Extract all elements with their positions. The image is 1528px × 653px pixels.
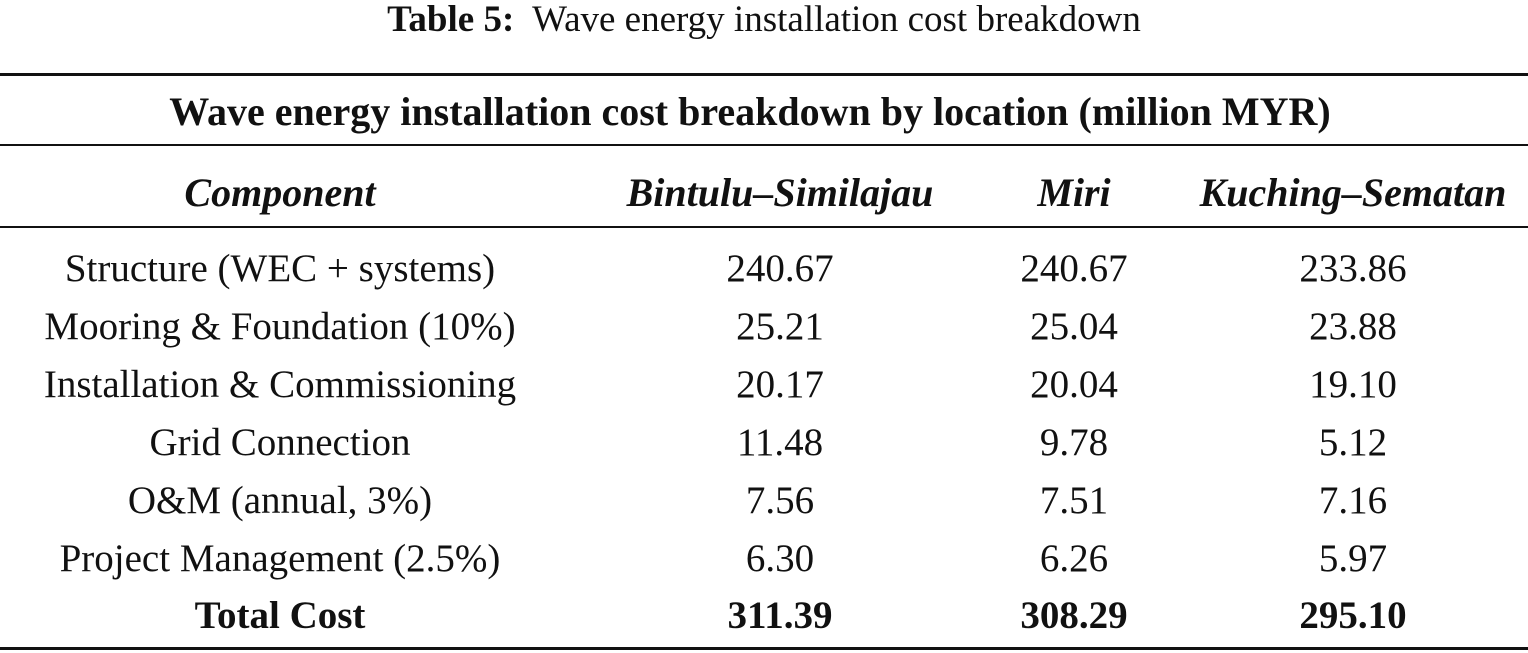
table-row: O&M (annual, 3%) 7.56 7.51 7.16 [0, 472, 1528, 530]
value-cell: 240.67 [1020, 247, 1128, 290]
header-kuching-sematan: Kuching–Sematan [1199, 170, 1507, 215]
table-row: Grid Connection 11.48 9.78 5.12 [0, 414, 1528, 472]
total-value: 311.39 [727, 594, 833, 637]
value-cell: 25.04 [1030, 305, 1118, 348]
value-cell: 19.10 [1309, 363, 1397, 406]
value-cell: 233.86 [1299, 247, 1407, 290]
table-row: Mooring & Foundation (10%) 25.21 25.04 2… [0, 298, 1528, 356]
value-cell: 11.48 [736, 421, 824, 464]
component-cell: Installation & Commissioning [43, 363, 517, 406]
table-row: Project Management (2.5%) 6.30 6.26 5.97 [0, 530, 1528, 588]
component-cell: Grid Connection [149, 421, 411, 464]
value-cell: 25.21 [736, 305, 824, 348]
total-row: Total Cost 311.39 308.29 295.10 [0, 587, 1528, 645]
value-cell: 240.67 [726, 247, 834, 290]
caption-label: Table 5: [387, 0, 515, 40]
value-cell: 5.97 [1318, 537, 1388, 580]
component-cell: Mooring & Foundation (10%) [44, 305, 516, 348]
header-miri: Miri [1037, 170, 1111, 215]
component-cell: Structure (WEC + systems) [64, 247, 496, 290]
value-cell: 7.56 [745, 479, 815, 522]
table-row: Installation & Commissioning 20.17 20.04… [0, 356, 1528, 414]
value-cell: 9.78 [1039, 421, 1109, 464]
top-rule [0, 73, 1528, 76]
total-label: Total Cost [194, 594, 366, 637]
header-rule [0, 226, 1528, 228]
value-cell: 6.30 [745, 537, 815, 580]
table-row: Structure (WEC + systems) 240.67 240.67 … [0, 240, 1528, 298]
table-caption: Table 5: Wave energy installation cost b… [0, 0, 1528, 44]
bottom-rule [0, 647, 1528, 650]
total-value: 308.29 [1020, 594, 1128, 637]
value-cell: 6.26 [1039, 537, 1109, 580]
value-cell: 20.04 [1030, 363, 1118, 406]
table-title: Wave energy installation cost breakdown … [169, 89, 1331, 134]
caption-text: Wave energy installation cost breakdown [532, 0, 1141, 40]
title-rule [0, 144, 1528, 146]
value-cell: 23.88 [1309, 305, 1397, 348]
value-cell: 7.51 [1039, 479, 1109, 522]
header-bintulu-similajau: Bintulu–Similajau [626, 170, 934, 215]
total-value: 295.10 [1299, 594, 1407, 637]
value-cell: 7.16 [1318, 479, 1388, 522]
component-cell: Project Management (2.5%) [59, 537, 501, 580]
header-component: Component [184, 170, 376, 215]
value-cell: 5.12 [1318, 421, 1388, 464]
value-cell: 20.17 [736, 363, 824, 406]
component-cell: O&M (annual, 3%) [127, 479, 433, 522]
